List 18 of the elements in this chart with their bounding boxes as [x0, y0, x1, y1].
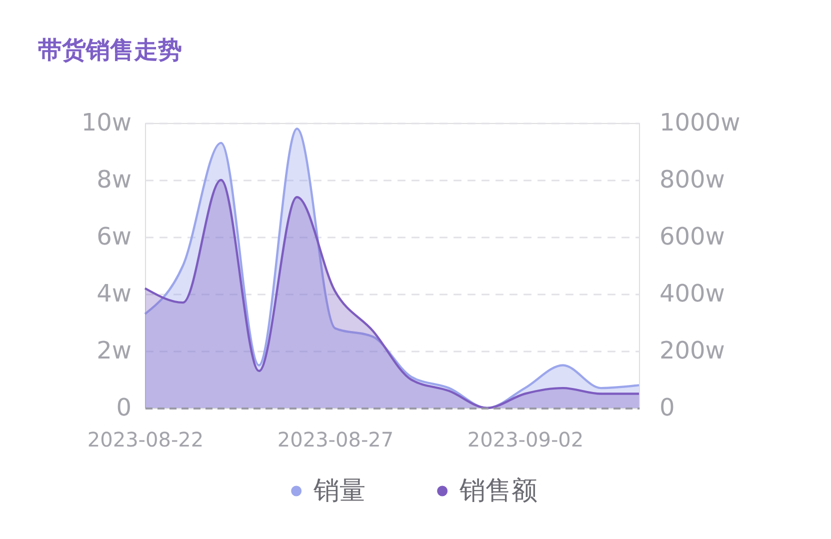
chart-title: 带货销售走势	[38, 36, 182, 64]
y2-tick-label: 600w	[660, 222, 725, 250]
y2-tick-label: 0	[660, 394, 675, 422]
y2-tick-label: 200w	[660, 336, 725, 364]
y-tick-label: 4w	[96, 280, 132, 308]
y2-tick-label: 800w	[660, 166, 725, 194]
x-tick-label: 2023-08-27	[277, 428, 394, 452]
y-tick-label: 10w	[81, 108, 132, 136]
y-tick-label: 0	[116, 394, 132, 422]
x-tick-label: 2023-09-02	[467, 428, 584, 452]
y-tick-label: 6w	[96, 222, 132, 250]
y-tick-label: 2w	[96, 336, 132, 364]
legend-label: 销量	[312, 476, 366, 506]
legend-label: 销售额	[458, 476, 538, 506]
x-tick-label: 2023-08-22	[87, 428, 204, 452]
y-tick-label: 8w	[96, 166, 132, 194]
y2-tick-label: 1000w	[660, 108, 740, 136]
y2-tick-label: 400w	[660, 280, 725, 308]
